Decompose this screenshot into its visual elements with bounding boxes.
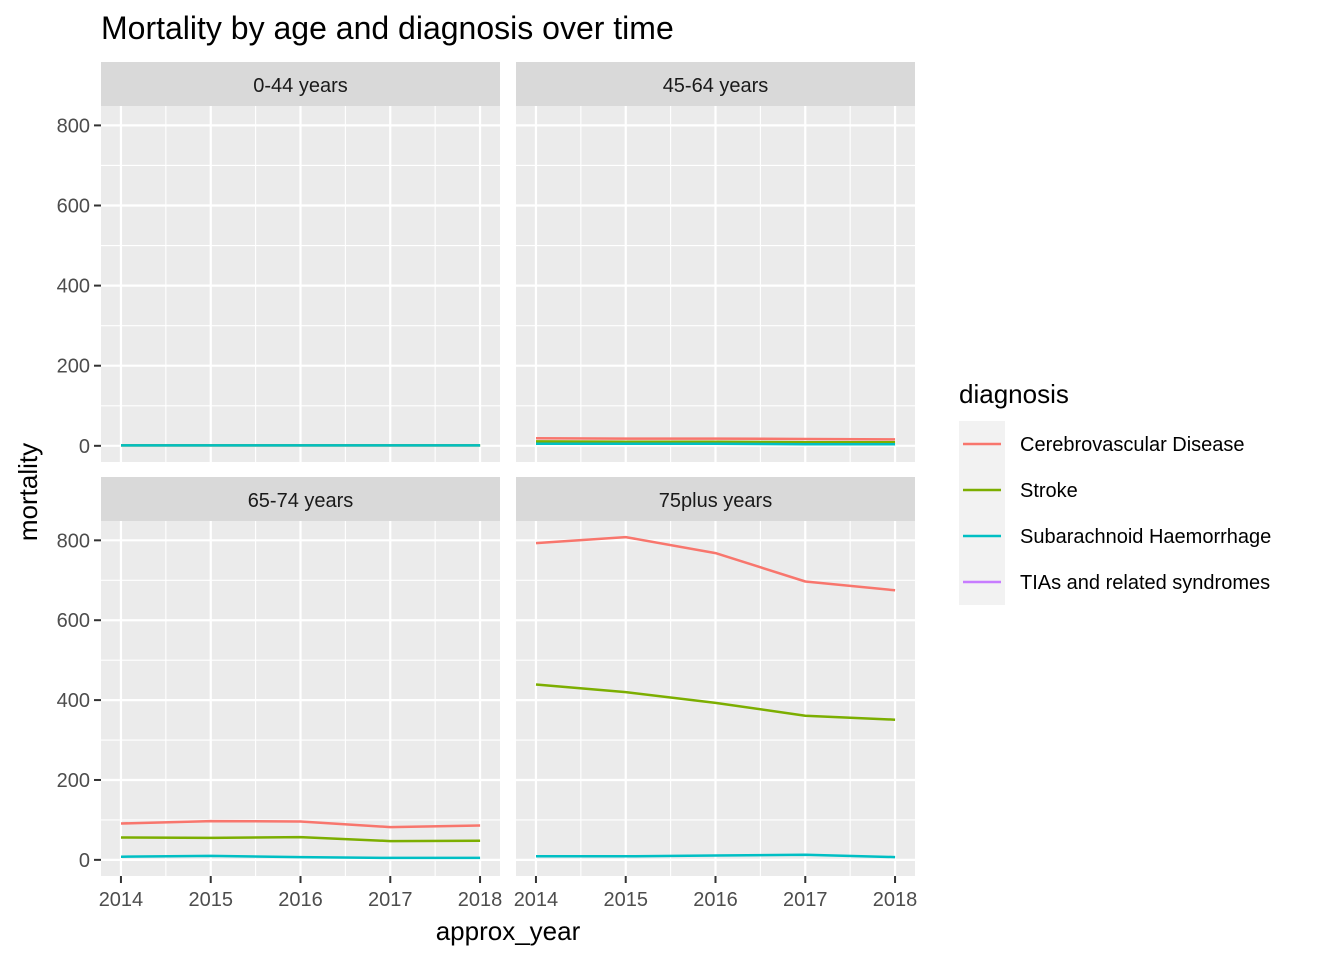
legend-label: Stroke [1020,480,1078,502]
facet-panel: 45-64 years [516,62,915,462]
panels: 0-44 years 0 200 400 600 800 45-64 years 65-74 … [57,62,918,911]
y-tick-label: 0 [79,850,90,872]
facet-strip-label: 65-74 years [248,490,354,512]
y-axis-title: mortality [13,443,43,541]
facet-panel: 0-44 years 0 200 400 600 800 [57,62,500,462]
legend-title: diagnosis [959,379,1069,409]
series-line-stroke [535,440,896,444]
x-tick-label: 2017 [368,889,413,911]
legend-label: Cerebrovascular Disease [1020,434,1245,456]
legend-label: TIAs and related syndromes [1020,572,1270,594]
y-tick-label: 200 [57,356,90,378]
facet-strip-label: 75plus years [659,490,772,512]
y-tick-label: 600 [57,610,90,632]
series-line-stroke [535,683,896,721]
x-axis-title: approx_year [436,916,581,946]
y-tick-label: 200 [57,770,90,792]
facet-panel: 65-74 years 0 200 400 600 800 2014 2015 2016 2017… [57,477,503,911]
series-line-cerebrovascular-disease [535,436,896,441]
chart-title: Mortality by age and diagnosis over time [101,10,674,46]
legend-label: Subarachnoid Haemorrhage [1020,526,1271,548]
y-tick-label: 400 [57,276,90,298]
x-tick-label: 2018 [873,889,918,911]
facet-strip [516,477,915,521]
x-tick-label: 2015 [603,889,648,911]
facet-strip [101,62,500,106]
facet-strip-label: 45-64 years [663,75,769,97]
facet-strip-label: 0-44 years [253,75,348,97]
series-line-cerebrovascular-disease [535,535,896,592]
y-tick-label: 600 [57,195,90,217]
series-line-cerebrovascular-disease [120,819,481,829]
series-line-subarachnoid-haemorrhage [536,853,896,859]
y-tick-label: 800 [57,115,90,137]
y-tick-label: 0 [79,436,90,458]
x-tick-label: 2015 [188,889,233,911]
x-tick-label: 2018 [458,889,503,911]
y-tick-label: 800 [57,530,90,552]
legend: diagnosis Cerebrovascular Disease Stroke S… [959,379,1271,605]
x-tick-label: 2016 [278,889,323,911]
x-tick-label: 2017 [783,889,828,911]
x-tick-label: 2014 [99,889,144,911]
series-line-subarachnoid-haemorrhage [120,854,481,860]
facet-strip [516,62,915,106]
facet-strip [101,477,500,521]
x-tick-label: 2014 [514,889,559,911]
x-tick-label: 2016 [693,889,738,911]
series-line-stroke [120,835,481,843]
facet-panel: 75plus years 2014 2015 2016 2017 2018 [514,477,918,911]
y-tick-label: 400 [57,690,90,712]
